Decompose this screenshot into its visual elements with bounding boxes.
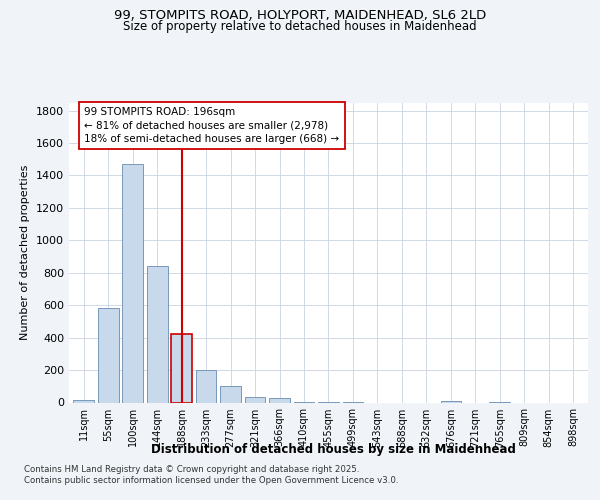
Bar xyxy=(269,398,290,402)
Bar xyxy=(147,266,167,402)
Text: Distribution of detached houses by size in Maidenhead: Distribution of detached houses by size … xyxy=(151,442,515,456)
Bar xyxy=(171,334,192,402)
Bar xyxy=(73,400,94,402)
Bar xyxy=(98,308,119,402)
Text: 99, STOMPITS ROAD, HOLYPORT, MAIDENHEAD, SL6 2LD: 99, STOMPITS ROAD, HOLYPORT, MAIDENHEAD,… xyxy=(114,9,486,22)
Text: Contains public sector information licensed under the Open Government Licence v3: Contains public sector information licen… xyxy=(24,476,398,485)
Bar xyxy=(220,386,241,402)
Bar xyxy=(245,397,265,402)
Bar xyxy=(440,401,461,402)
Bar xyxy=(122,164,143,402)
Y-axis label: Number of detached properties: Number of detached properties xyxy=(20,165,31,340)
Text: 99 STOMPITS ROAD: 196sqm
← 81% of detached houses are smaller (2,978)
18% of sem: 99 STOMPITS ROAD: 196sqm ← 81% of detach… xyxy=(84,108,340,144)
Bar xyxy=(196,370,217,402)
Text: Contains HM Land Registry data © Crown copyright and database right 2025.: Contains HM Land Registry data © Crown c… xyxy=(24,465,359,474)
Text: Size of property relative to detached houses in Maidenhead: Size of property relative to detached ho… xyxy=(123,20,477,33)
